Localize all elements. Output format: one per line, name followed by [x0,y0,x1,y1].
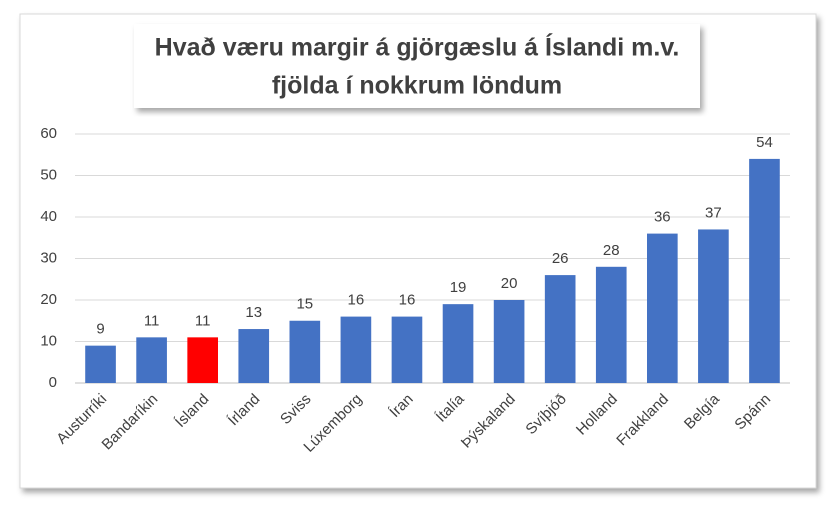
bar [595,266,627,383]
data-label: 36 [654,209,671,226]
bar [749,158,780,383]
y-tick-label: 50 [40,166,57,183]
bar [289,320,321,383]
bar [187,337,218,383]
y-tick-label: 0 [49,374,57,391]
data-label: 16 [399,292,416,309]
bar [238,329,270,383]
bar [493,300,525,383]
data-label: 11 [144,312,160,329]
y-tick-label: 10 [40,332,57,349]
bar [698,229,729,383]
data-label: 19 [450,279,467,296]
chart-title: Hvað væru margir á gjörgæslu á Íslandi m… [155,33,680,62]
data-label: 20 [501,275,518,292]
data-label: 28 [603,242,620,259]
bar [340,316,372,383]
y-tick-label: 30 [40,249,57,266]
data-label: 13 [245,304,262,321]
data-label: 11 [195,312,211,329]
data-label: 9 [96,321,104,338]
bar [391,316,423,383]
bar [136,337,167,383]
title-box [134,24,700,108]
data-label: 37 [705,204,722,221]
y-tick-label: 60 [40,125,57,142]
bar [544,275,576,383]
data-label: 15 [296,296,313,313]
bar [85,345,116,383]
data-label: 26 [552,250,569,267]
data-label: 16 [348,292,365,309]
data-label: 54 [756,134,773,151]
y-tick-label: 40 [40,208,57,225]
y-tick-label: 20 [40,291,57,308]
bar [647,233,678,383]
bar [442,304,474,383]
chart-title: fjölda í nokkrum löndum [272,72,562,100]
